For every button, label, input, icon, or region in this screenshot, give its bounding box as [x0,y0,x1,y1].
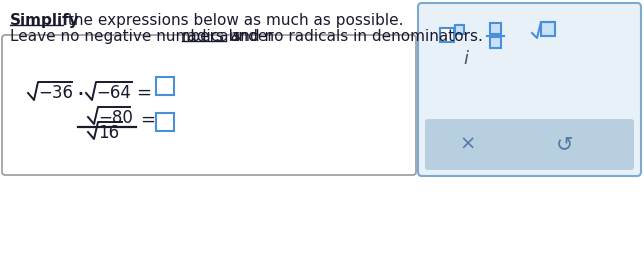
Text: Simplify: Simplify [10,13,80,28]
Text: −36: −36 [38,84,73,102]
Bar [490,37,501,48]
FancyBboxPatch shape [2,35,416,175]
FancyBboxPatch shape [418,3,641,176]
Text: the expressions below as much as possible.: the expressions below as much as possibl… [63,13,404,28]
Bar [541,22,555,36]
Bar [156,77,174,95]
Text: =: = [140,111,155,129]
Text: −80: −80 [98,109,133,127]
Text: −64: −64 [96,84,131,102]
FancyBboxPatch shape [425,119,634,170]
Text: =: = [136,84,151,102]
Text: ·: · [76,83,84,107]
Text: radicals: radicals [182,29,242,44]
Text: 16: 16 [98,124,119,142]
Text: i: i [464,50,468,68]
Text: and no radicals in denominators.: and no radicals in denominators. [226,29,483,44]
Bar [490,23,501,34]
Bar [156,113,174,131]
Text: ↺: ↺ [556,134,574,154]
Text: ×: × [460,134,476,154]
Bar [440,28,454,42]
Text: Leave no negative numbers under: Leave no negative numbers under [10,29,279,44]
Bar [455,25,464,34]
